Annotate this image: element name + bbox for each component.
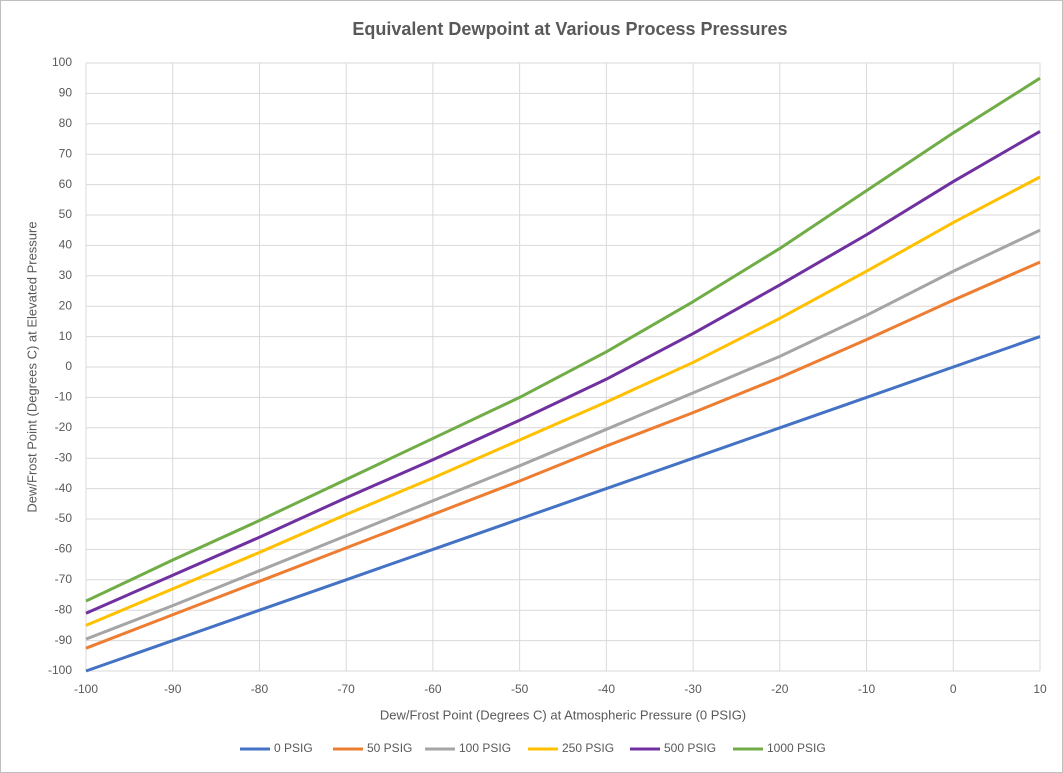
legend-label: 1000 PSIG: [767, 741, 826, 755]
x-tick-label: -30: [684, 682, 702, 696]
x-axis-label: Dew/Frost Point (Degrees C) at Atmospher…: [380, 707, 746, 722]
legend-label: 0 PSIG: [274, 741, 313, 755]
y-tick-label: 0: [65, 359, 72, 373]
y-tick-label: -80: [55, 602, 73, 616]
x-tick-label: -70: [338, 682, 356, 696]
y-axis-label: Dew/Frost Point (Degrees C) at Elevated …: [24, 221, 39, 512]
y-tick-label: 40: [59, 238, 73, 252]
y-tick-label: 10: [59, 329, 73, 343]
y-tick-label: 80: [59, 116, 73, 130]
y-tick-label: -10: [55, 390, 73, 404]
chart-title: Equivalent Dewpoint at Various Process P…: [352, 19, 787, 39]
x-tick-label: -50: [511, 682, 529, 696]
y-tick-label: 50: [59, 207, 73, 221]
x-tick-label: 10: [1033, 682, 1047, 696]
x-tick-label: -10: [858, 682, 876, 696]
y-tick-label: -40: [55, 481, 73, 495]
series-line: [85, 335, 1041, 673]
y-tick-label: -50: [55, 511, 73, 525]
legend-label: 500 PSIG: [664, 741, 716, 755]
y-tick-label: -70: [55, 572, 73, 586]
x-tick-label: -60: [424, 682, 442, 696]
series-line: [85, 130, 1041, 615]
y-tick-label: -60: [55, 542, 73, 556]
x-tick-label: -90: [164, 682, 182, 696]
x-tick-label: -40: [598, 682, 616, 696]
series-line: [85, 175, 1041, 627]
x-tick-label: -100: [74, 682, 98, 696]
y-tick-label: -100: [48, 663, 72, 677]
series-line: [85, 260, 1041, 650]
y-tick-label: -20: [55, 420, 73, 434]
x-tick-label: 0: [950, 682, 957, 696]
y-tick-label: 30: [59, 268, 73, 282]
legend-label: 100 PSIG: [459, 741, 511, 755]
y-tick-label: 100: [52, 55, 72, 69]
y-tick-label: 70: [59, 146, 73, 160]
y-tick-label: -30: [55, 450, 73, 464]
y-tick-label: 60: [59, 177, 73, 191]
y-tick-label: 90: [59, 86, 73, 100]
series-line: [85, 228, 1041, 641]
legend-label: 50 PSIG: [367, 741, 412, 755]
x-tick-label: -80: [251, 682, 269, 696]
series-line: [85, 76, 1041, 603]
y-tick-label: 20: [59, 298, 73, 312]
y-tick-label: -90: [55, 633, 73, 647]
x-tick-label: -20: [771, 682, 789, 696]
legend-label: 250 PSIG: [562, 741, 614, 755]
